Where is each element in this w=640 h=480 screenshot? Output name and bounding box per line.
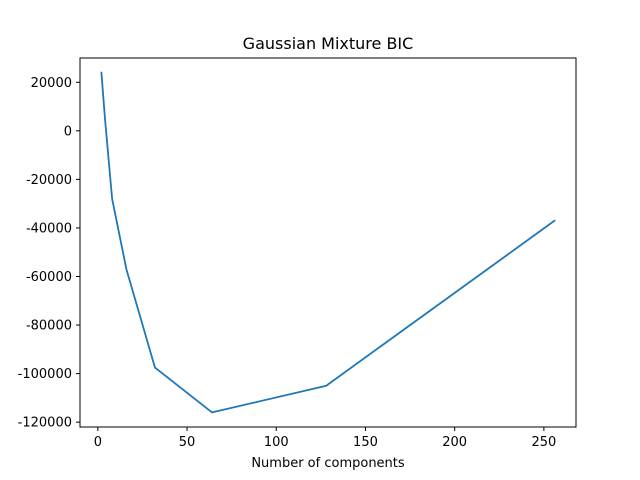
- x-tick-label: 250: [531, 435, 556, 450]
- x-axis: 0 50 100 150 200 250: [94, 427, 556, 450]
- x-tick-label: 150: [353, 435, 378, 450]
- y-tick-label: -40000: [26, 221, 72, 236]
- y-tick-label: -60000: [26, 270, 72, 285]
- y-tick-label: -20000: [26, 173, 72, 188]
- chart-title: Gaussian Mixture BIC: [243, 34, 414, 53]
- y-tick-label: -120000: [18, 416, 72, 431]
- y-axis: 20000 0 -20000 -40000 -60000 -80000 -100000 -12…: [18, 76, 80, 431]
- bic-series-line: [100, 71, 556, 414]
- x-tick-label: 50: [179, 435, 196, 450]
- y-tick-label: -100000: [18, 367, 72, 382]
- plot-area: [100, 71, 556, 414]
- x-axis-label: Number of components: [251, 456, 405, 471]
- y-tick-label: -80000: [26, 319, 72, 334]
- x-tick-label: 200: [442, 435, 467, 450]
- y-tick-label: 0: [64, 124, 72, 139]
- y-tick-label: 20000: [31, 76, 72, 91]
- x-tick-label: 100: [264, 435, 289, 450]
- x-tick-label: 0: [94, 435, 102, 450]
- axes-frame: [79, 57, 577, 428]
